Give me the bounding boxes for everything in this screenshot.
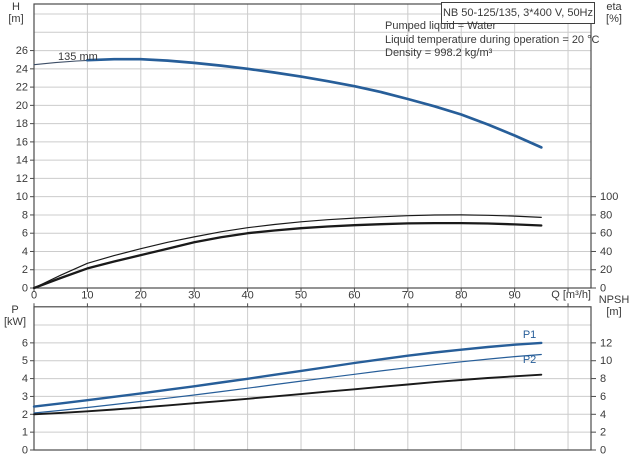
x-axis-tick-label: 30 — [188, 290, 200, 302]
left-axis-tick-label: 2 — [22, 409, 28, 421]
x-axis-tick-label: 50 — [295, 290, 307, 302]
left-axis-tick-label: 12 — [16, 173, 28, 185]
curve-eta-pump-motor — [32, 221, 543, 290]
left-axis-tick-label: 6 — [22, 337, 28, 349]
curve-p1 — [32, 341, 543, 408]
left-axis-tick-label: 16 — [16, 136, 28, 148]
eta-axis-label: eta [%] — [598, 1, 630, 25]
x-axis-tick-label: 80 — [455, 290, 467, 302]
left-axis-tick-label: 10 — [16, 191, 28, 203]
left-axis-tick-label: 26 — [16, 45, 28, 57]
curve-eta-pump — [33, 214, 542, 289]
right-axis-tick-label: 4 — [600, 409, 606, 421]
left-axis-tick-label: 20 — [16, 100, 28, 112]
left-axis-tick-label: 14 — [16, 155, 28, 167]
info-line-pumped-liquid: Pumped liquid = Water — [385, 20, 497, 32]
x-axis-tick-label: 20 — [135, 290, 147, 302]
left-axis-tick-label: 0 — [22, 445, 28, 457]
left-axis-tick-label: 1 — [22, 427, 28, 439]
eta-axis-unit: [%] — [606, 12, 622, 25]
x-axis-tick-label: 60 — [348, 290, 360, 302]
q-axis-label: Q [m³/h] — [551, 289, 591, 301]
plot-frame — [33, 3, 592, 289]
left-axis-tick-label: 0 — [22, 283, 28, 295]
curve-head-135mm — [86, 57, 543, 149]
info-line-temperature: Liquid temperature during operation = 20… — [385, 33, 600, 46]
right-axis-tick-label: 60 — [600, 228, 612, 240]
right-axis-tick-label: 0 — [600, 283, 606, 295]
left-axis-tick-label: 22 — [16, 82, 28, 94]
eta-axis-symbol: eta — [606, 1, 622, 13]
x-axis-tick-label: 0 — [31, 290, 37, 302]
curve-p2 — [33, 353, 542, 414]
npsh-axis-label: NPSH [m] — [594, 294, 634, 318]
right-axis-tick-label: 12 — [600, 337, 612, 349]
npsh-axis-symbol: NPSH — [598, 294, 630, 306]
right-axis-tick-label: 10 — [600, 355, 612, 367]
right-axis-tick-label: 0 — [600, 445, 606, 457]
curve-label: 135 mm — [58, 51, 98, 63]
left-axis-tick-label: 2 — [22, 264, 28, 276]
left-axis-tick-label: 4 — [22, 373, 28, 385]
right-axis-tick-label: 2 — [600, 427, 606, 439]
p-axis-label: P [kW] — [0, 304, 30, 328]
left-axis-tick-label: 5 — [22, 355, 28, 367]
right-axis-tick-label: 80 — [600, 209, 612, 221]
h-axis-symbol: H — [12, 1, 20, 13]
left-axis-tick-label: 4 — [22, 246, 28, 258]
p-axis-unit: [kW] — [4, 315, 26, 328]
left-axis-tick-label: 6 — [22, 228, 28, 240]
right-axis-tick-label: 8 — [600, 373, 606, 385]
right-axis-tick-label: 20 — [600, 264, 612, 276]
left-axis-tick-label: 18 — [16, 118, 28, 130]
curve-npsh — [33, 373, 543, 416]
info-line-density: Density = 998.2 kg/m³ — [385, 47, 493, 59]
x-axis-tick-label: 70 — [402, 290, 414, 302]
left-axis-tick-label: 3 — [22, 391, 28, 403]
pump-title-box: NB 50-125/135, 3*400 V, 50Hz — [441, 2, 595, 24]
h-axis-label: H [m] — [2, 1, 30, 25]
left-axis-tick-label: 24 — [16, 63, 28, 75]
p-axis-symbol: P — [11, 304, 19, 316]
x-axis-tick-label: 10 — [81, 290, 93, 302]
curve-label: P1 — [523, 329, 536, 341]
h-axis-unit: [m] — [8, 12, 24, 25]
npsh-axis-unit: [m] — [606, 305, 622, 318]
x-axis-tick-label: 40 — [241, 290, 253, 302]
right-axis-tick-label: 100 — [600, 191, 618, 203]
pump-info-block: Pumped liquid = Water Liquid temperature… — [385, 20, 599, 61]
left-axis-tick-label: 8 — [22, 209, 28, 221]
right-axis-tick-label: 40 — [600, 246, 612, 258]
x-axis-tick-label: 90 — [509, 290, 521, 302]
right-axis-tick-label: 6 — [600, 391, 606, 403]
curve-label: P2 — [523, 354, 536, 366]
